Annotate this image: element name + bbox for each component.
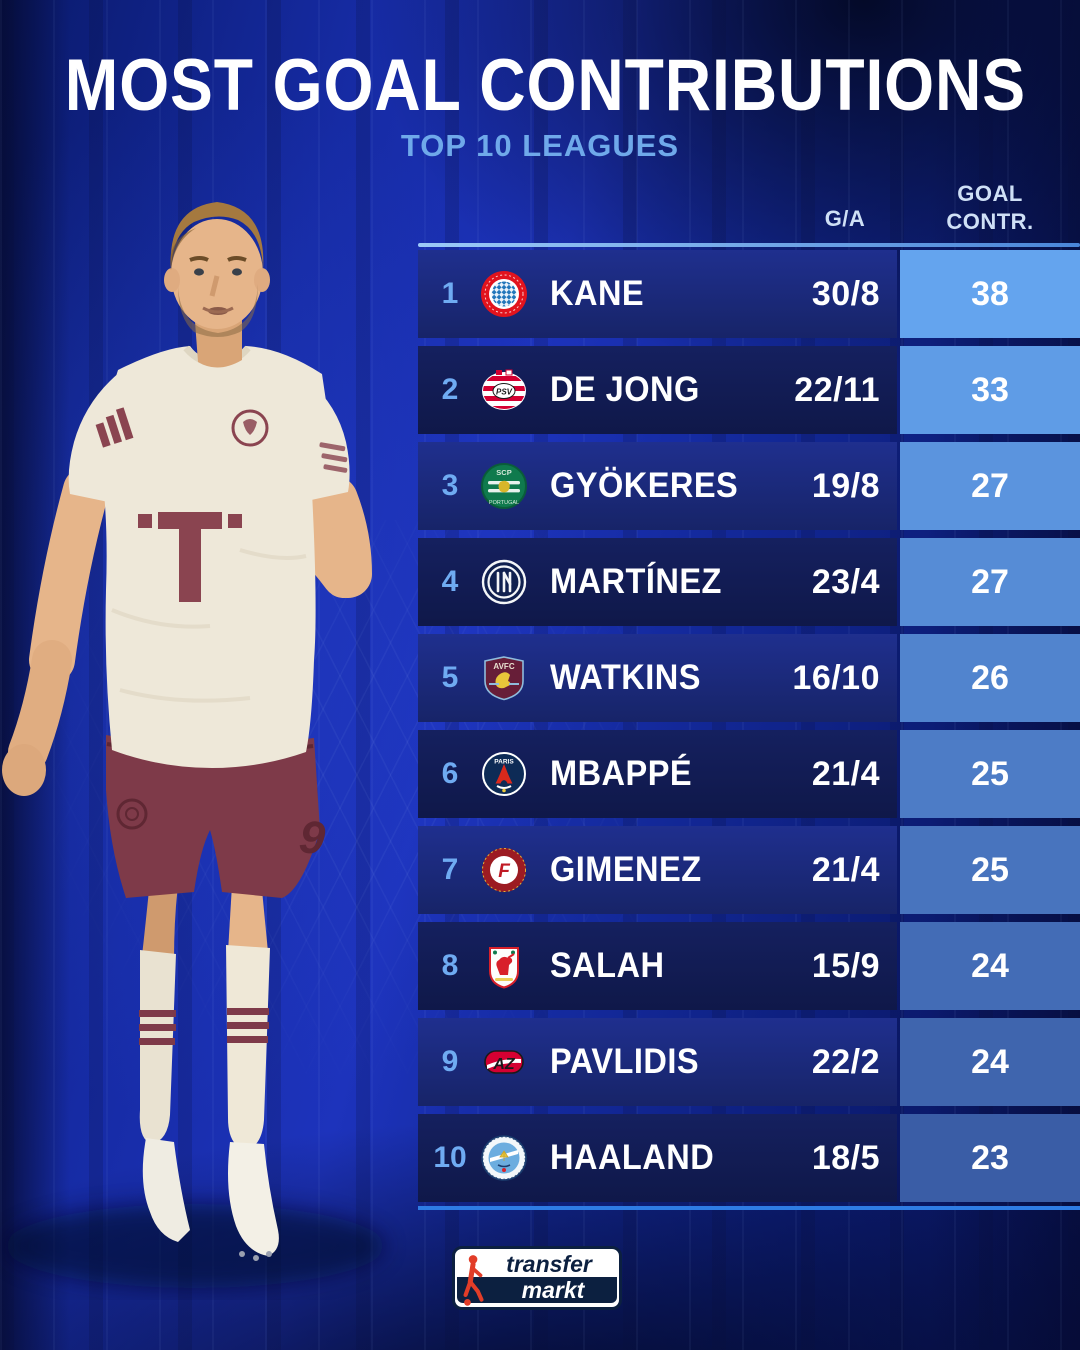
goal-contributions-cell: 25 — [900, 730, 1080, 818]
svg-text:PORTUGAL: PORTUGAL — [489, 500, 519, 506]
svg-text:9: 9 — [297, 810, 327, 864]
player-name: GYÖKERES — [550, 466, 739, 505]
goals-assists-value: 21/4 — [811, 850, 880, 889]
psv-eindhoven-badge-icon: PSV — [480, 366, 528, 414]
goals-assists-value: 16/10 — [792, 658, 880, 697]
goals-assists-value: 19/8 — [811, 466, 880, 505]
player-name: PAVLIDIS — [550, 1042, 700, 1081]
table-bottom-border — [418, 1206, 1080, 1210]
player-name: GIMENEZ — [550, 850, 702, 889]
liverpool-badge-icon — [480, 942, 528, 990]
column-header-goal-contr: GOAL CONTR. — [900, 180, 1080, 235]
page-subtitle: TOP 10 LEAGUES — [400, 128, 680, 163]
svg-text:PSV: PSV — [496, 388, 513, 397]
svg-text:AZ: AZ — [492, 1056, 516, 1073]
column-header-contr: CONTR. — [946, 208, 1034, 234]
table-row: 8 SALAH 15/9 24 — [418, 922, 1080, 1010]
player-name: MARTÍNEZ — [550, 562, 722, 601]
table-row: 3 SCP PORTUGAL GYÖKERES 19/8 27 — [418, 442, 1080, 530]
table-row: 4 MARTÍNEZ 23/4 27 — [418, 538, 1080, 626]
rank-number: 6 — [441, 757, 459, 790]
rank-number: 4 — [441, 565, 459, 598]
goal-contributions-cell: 25 — [900, 826, 1080, 914]
table-row: 5 AVFC WATKINS 16/10 26 — [418, 634, 1080, 722]
goals-assists-value: 15/9 — [811, 946, 880, 985]
goal-contributions-cell: 33 — [900, 346, 1080, 434]
player-name: SALAH — [550, 946, 665, 985]
psg-badge-icon: PARIS — [480, 750, 528, 798]
goals-assists-value: 21/4 — [811, 754, 880, 793]
fc-bayern-badge-icon — [480, 270, 528, 318]
rank-number: 8 — [441, 949, 459, 982]
column-header-ga: G/A — [824, 206, 866, 231]
table-row: 1 KANE 30/8 38 — [418, 250, 1080, 338]
column-header-goal: GOAL — [957, 181, 1023, 206]
table-row: 10 HAALAND 18/5 23 — [418, 1114, 1080, 1202]
goals-assists-value: 30/8 — [811, 274, 880, 313]
az-alkmaar-badge-icon: AZ — [480, 1038, 528, 1086]
player-name: DE JONG — [550, 370, 700, 409]
rank-number: 1 — [441, 277, 459, 310]
goal-contributions-cell: 27 — [900, 538, 1080, 626]
rank-number: 9 — [441, 1045, 459, 1078]
player-name: KANE — [550, 274, 645, 313]
page-title: MOST GOAL CONTRIBUTIONS — [64, 45, 1027, 126]
rank-number: 10 — [433, 1141, 467, 1174]
player-name: HAALAND — [550, 1138, 715, 1177]
transfermarkt-player-icon — [463, 1255, 484, 1306]
rankings-table: 1 KANE 30/8 38 2 PSV DE J — [418, 250, 1080, 1202]
table-row: 7 F GIMENEZ 21/4 25 — [418, 826, 1080, 914]
transfermarkt-logo: transfer markt — [452, 1246, 622, 1310]
table-row: 2 PSV DE JONG 22/11 33 — [418, 346, 1080, 434]
manchester-city-badge-icon — [480, 1134, 528, 1182]
goals-assists-value: 22/2 — [811, 1042, 880, 1081]
svg-text:AVFC: AVFC — [493, 662, 514, 671]
svg-text:SCP: SCP — [496, 468, 511, 477]
table-row: 6 PARIS MBAPPÉ 21/4 25 — [418, 730, 1080, 818]
svg-text:F: F — [498, 861, 511, 882]
sporting-cp-badge-icon: SCP PORTUGAL — [480, 462, 528, 510]
inter-milan-badge-icon — [480, 558, 528, 606]
goal-contributions-cell: 27 — [900, 442, 1080, 530]
player-name: MBAPPÉ — [550, 754, 693, 793]
table-row: 9 AZ PAVLIDIS 22/2 24 — [418, 1018, 1080, 1106]
goals-assists-value: 23/4 — [811, 562, 880, 601]
goal-contributions-cell: 26 — [900, 634, 1080, 722]
player-name: WATKINS — [550, 658, 701, 697]
goals-assists-value: 22/11 — [794, 370, 880, 409]
rank-number: 7 — [441, 853, 459, 886]
goal-contributions-cell: 38 — [900, 250, 1080, 338]
goal-contributions-cell: 23 — [900, 1114, 1080, 1202]
svg-text:PARIS: PARIS — [494, 759, 514, 766]
table-top-border — [418, 243, 1080, 247]
rank-number: 2 — [441, 373, 459, 406]
rank-number: 3 — [441, 469, 459, 502]
goals-assists-value: 18/5 — [811, 1138, 880, 1177]
goal-contributions-cell: 24 — [900, 1018, 1080, 1106]
goal-contributions-cell: 24 — [900, 922, 1080, 1010]
feyenoord-badge-icon: F — [480, 846, 528, 894]
rank-number: 5 — [441, 661, 459, 694]
aston-villa-badge-icon: AVFC — [480, 654, 528, 702]
player-photo: 9 — [0, 190, 420, 1300]
